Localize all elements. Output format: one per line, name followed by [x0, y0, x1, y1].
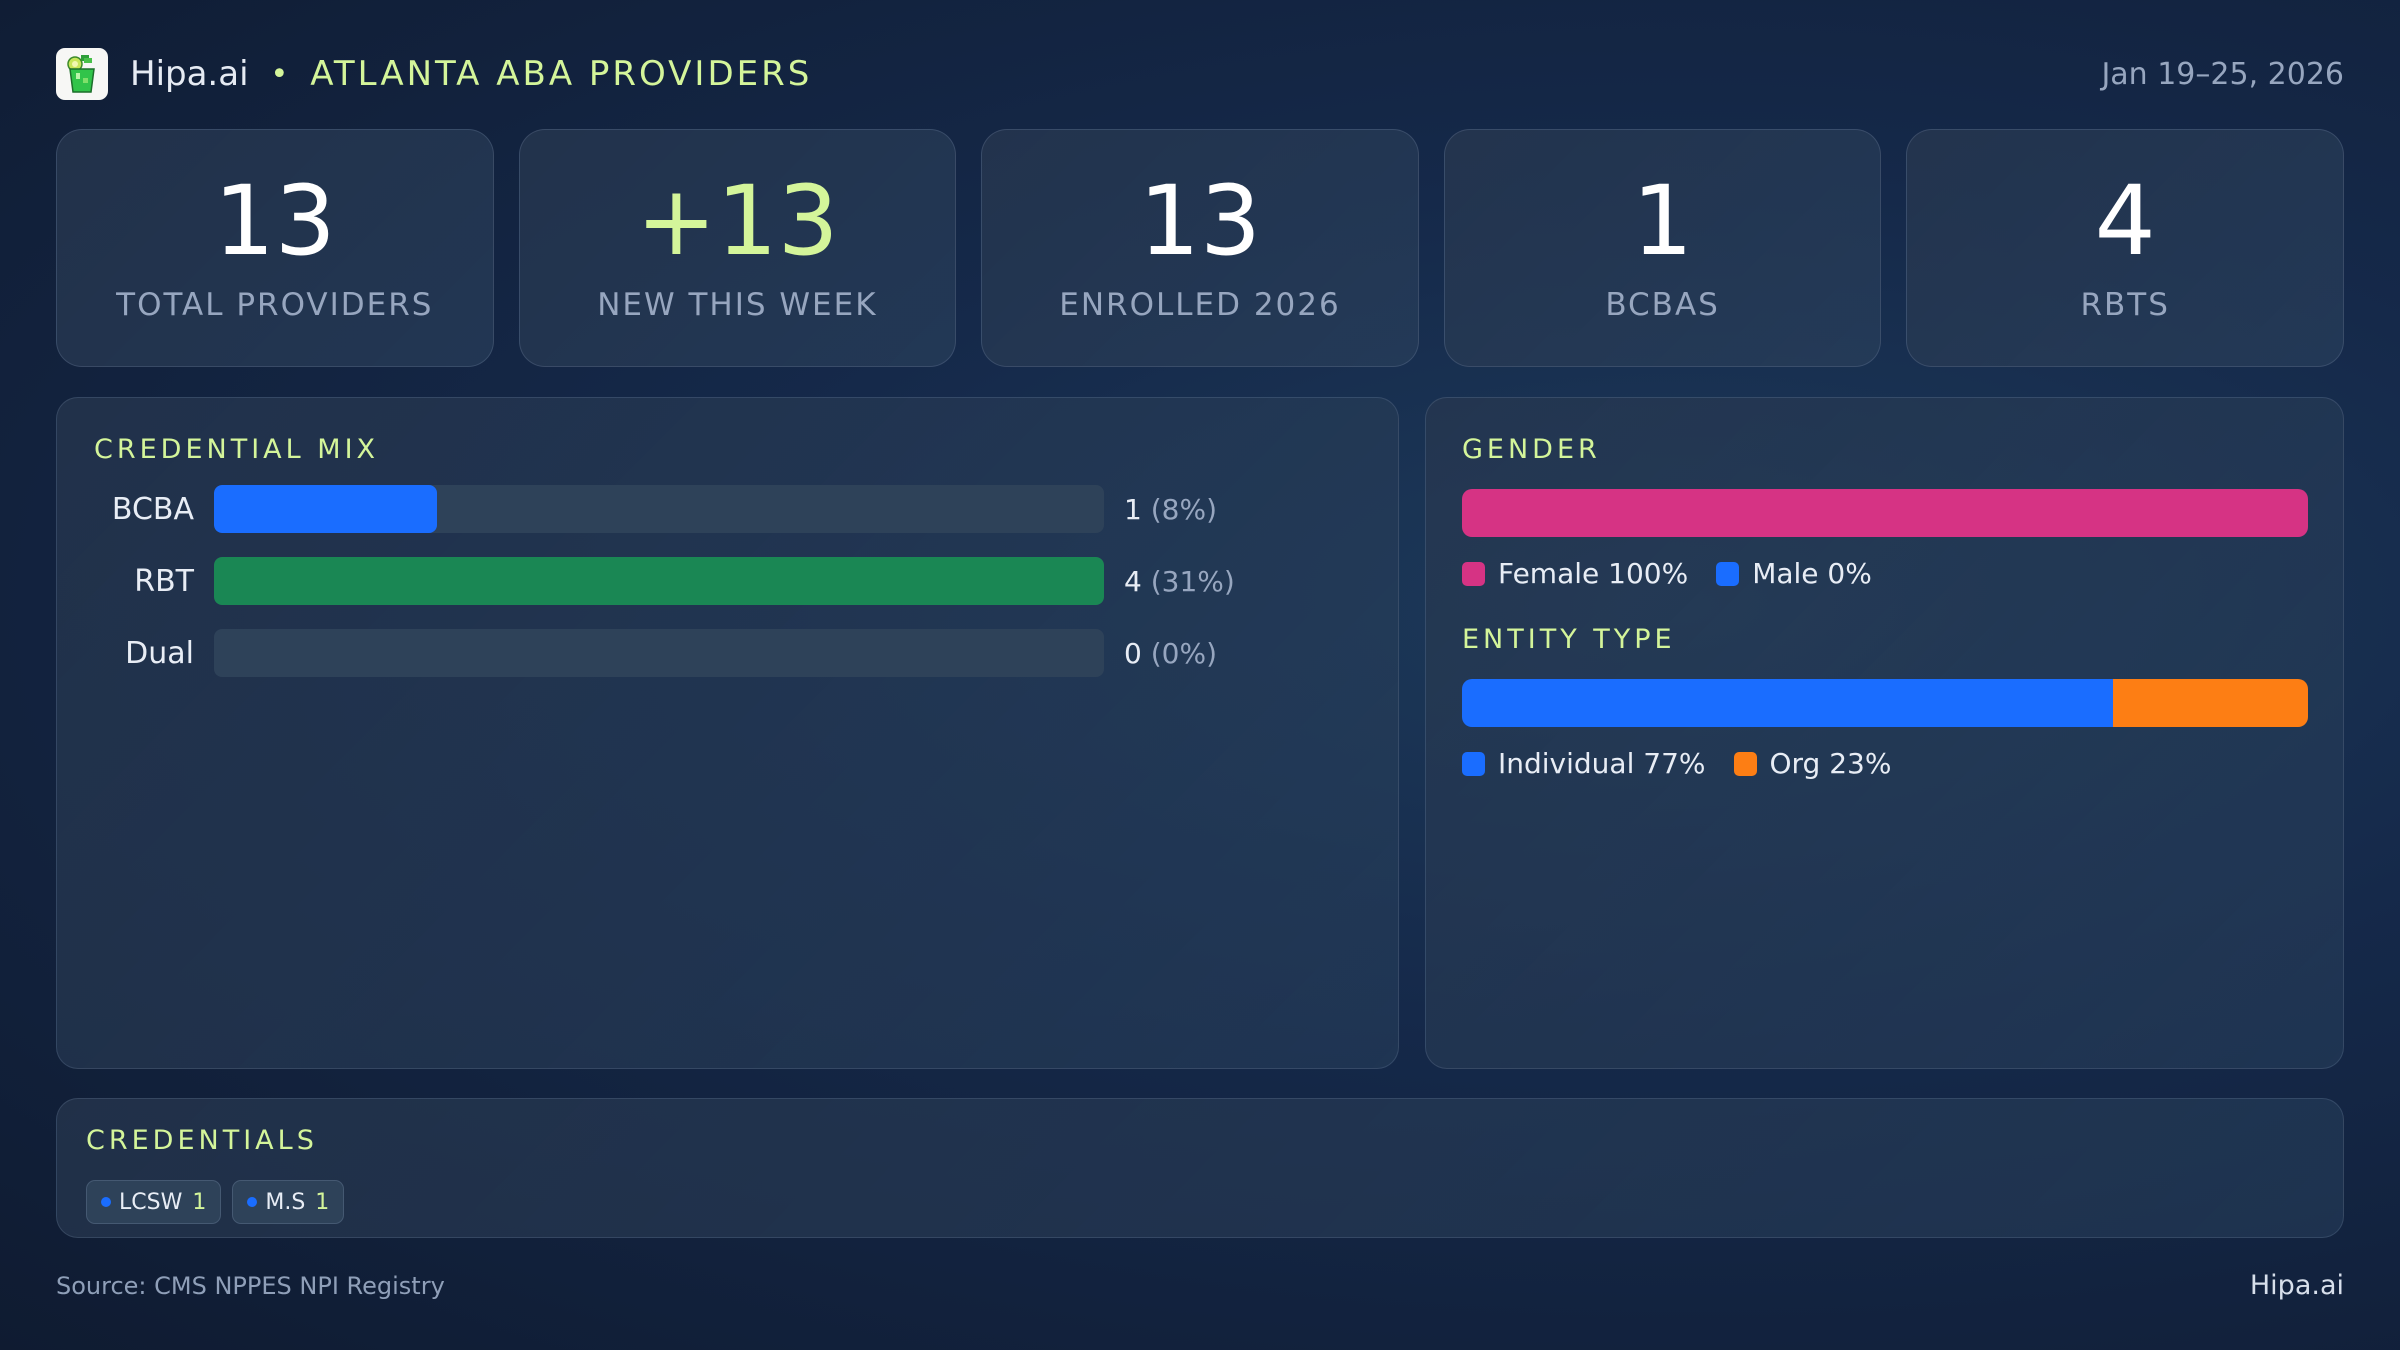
title-separator: •: [270, 56, 289, 92]
bar-track: [214, 485, 1104, 533]
brand-name: Hipa.ai: [130, 54, 249, 94]
stat-card-rbts: 4 RBTS: [1906, 129, 2344, 367]
legend-label: Male 0%: [1752, 557, 1872, 590]
bar-count: 4: [1124, 564, 1142, 598]
stat-value: 13: [213, 165, 336, 277]
bar-row-dual: Dual 0 (0%): [94, 629, 1361, 677]
entity-type-title: ENTITY TYPE: [1462, 624, 1676, 655]
stat-card-total-providers: 13 TOTAL PROVIDERS: [56, 129, 494, 367]
stat-label: BCBAS: [1605, 287, 1720, 323]
demographics-panel: GENDER Female 100% Male 0% ENTITY TYPE I…: [1425, 397, 2344, 1069]
stat-value: 13: [1138, 165, 1262, 277]
stat-card-bcbas: 1 BCBAS: [1443, 129, 1882, 367]
bar-chart: BCBA 1 (8%) RBT 4 (31%) Dual 0 (0%): [94, 485, 1361, 677]
stat-card-enrolled-2026: 13 ENROLLED 2026: [981, 129, 1419, 367]
credentials-panel: CREDENTIALS LCSW 1 M.S 1: [56, 1098, 2344, 1238]
gender-segment-female: [1462, 489, 2308, 537]
bar-fill: [214, 485, 437, 533]
dot-icon: [247, 1197, 258, 1207]
legend-swatch: [1716, 561, 1740, 586]
header: Hipa.ai • ATLANTA ABA PROVIDERS Jan 19–2…: [56, 48, 2344, 100]
logo: [56, 48, 108, 100]
stat-value: 1: [1632, 165, 1694, 277]
stat-label: RBTS: [2080, 287, 2170, 323]
mojito-glass-icon: [67, 55, 95, 93]
credential-chip-lcsw[interactable]: LCSW 1: [86, 1180, 222, 1224]
gender-stacked-bar: [1462, 489, 2308, 537]
entity-legend: Individual 77% Org 23%: [1462, 747, 2307, 780]
entity-segment-individual: [1462, 679, 2114, 727]
gender-title: GENDER: [1462, 434, 1601, 465]
bar-row-bcba: BCBA 1 (8%): [94, 485, 1361, 533]
bar-value: 0 (0%): [1124, 637, 1217, 670]
stat-label: ENROLLED 2026: [1059, 287, 1341, 323]
bar-fill: [214, 557, 1104, 605]
legend-swatch: [1462, 561, 1485, 586]
page-title: ATLANTA ABA PROVIDERS: [310, 54, 813, 94]
chip-label: LCSW: [119, 1189, 183, 1215]
footer-brand: Hipa.ai: [2249, 1270, 2344, 1301]
stat-label: NEW THIS WEEK: [597, 287, 878, 323]
stat-value: +13: [636, 165, 839, 277]
legend-item-male: Male 0%: [1716, 557, 1872, 590]
chip-label: M.S: [265, 1189, 306, 1215]
gender-legend: Female 100% Male 0%: [1462, 557, 2307, 590]
legend-swatch: [1733, 751, 1757, 776]
bar-value: 4 (31%): [1124, 565, 1235, 598]
date-range: Jan 19–25, 2026: [2101, 56, 2344, 92]
stat-label: TOTAL PROVIDERS: [116, 287, 434, 323]
bar-label: BCBA: [111, 491, 194, 527]
bar-track: [214, 557, 1104, 605]
bar-row-rbt: RBT 4 (31%): [94, 557, 1361, 605]
bar-percent: (8%): [1150, 492, 1218, 526]
chip-count: 1: [315, 1189, 330, 1215]
credential-chips: LCSW 1 M.S 1: [86, 1180, 2314, 1224]
bar-track: [214, 629, 1104, 677]
bar-percent: (0%): [1150, 636, 1218, 670]
legend-item-female: Female 100%: [1462, 557, 1688, 590]
legend-item-org: Org 23%: [1733, 747, 1892, 780]
panel-title: CREDENTIAL MIX: [94, 434, 380, 465]
legend-swatch: [1462, 751, 1485, 776]
dot-icon: [101, 1197, 111, 1207]
stat-cards: 13 TOTAL PROVIDERS +13 NEW THIS WEEK 13 …: [56, 129, 2344, 367]
legend-label: Org 23%: [1769, 747, 1892, 780]
entity-segment-org: [2113, 679, 2308, 727]
stat-card-new-this-week: +13 NEW THIS WEEK: [518, 129, 957, 367]
entity-stacked-bar: [1462, 679, 2308, 727]
source-note: Source: CMS NPPES NPI Registry: [56, 1272, 445, 1300]
bar-value: 1 (8%): [1124, 493, 1217, 526]
stat-value: 4: [2094, 165, 2156, 277]
panel-title: CREDENTIALS: [86, 1125, 318, 1156]
credential-chip-ms[interactable]: M.S 1: [232, 1180, 345, 1224]
legend-label: Individual 77%: [1498, 747, 1706, 780]
bar-label: RBT: [134, 563, 194, 599]
bar-label: Dual: [125, 635, 194, 671]
bar-count: 1: [1124, 492, 1142, 526]
legend-label: Female 100%: [1498, 557, 1689, 590]
chip-count: 1: [192, 1189, 207, 1215]
credential-mix-panel: CREDENTIAL MIX BCBA 1 (8%) RBT 4 (31%) D…: [56, 397, 1399, 1069]
bar-percent: (31%): [1150, 564, 1235, 598]
legend-item-individual: Individual 77%: [1462, 747, 1706, 780]
bar-count: 0: [1124, 636, 1142, 670]
